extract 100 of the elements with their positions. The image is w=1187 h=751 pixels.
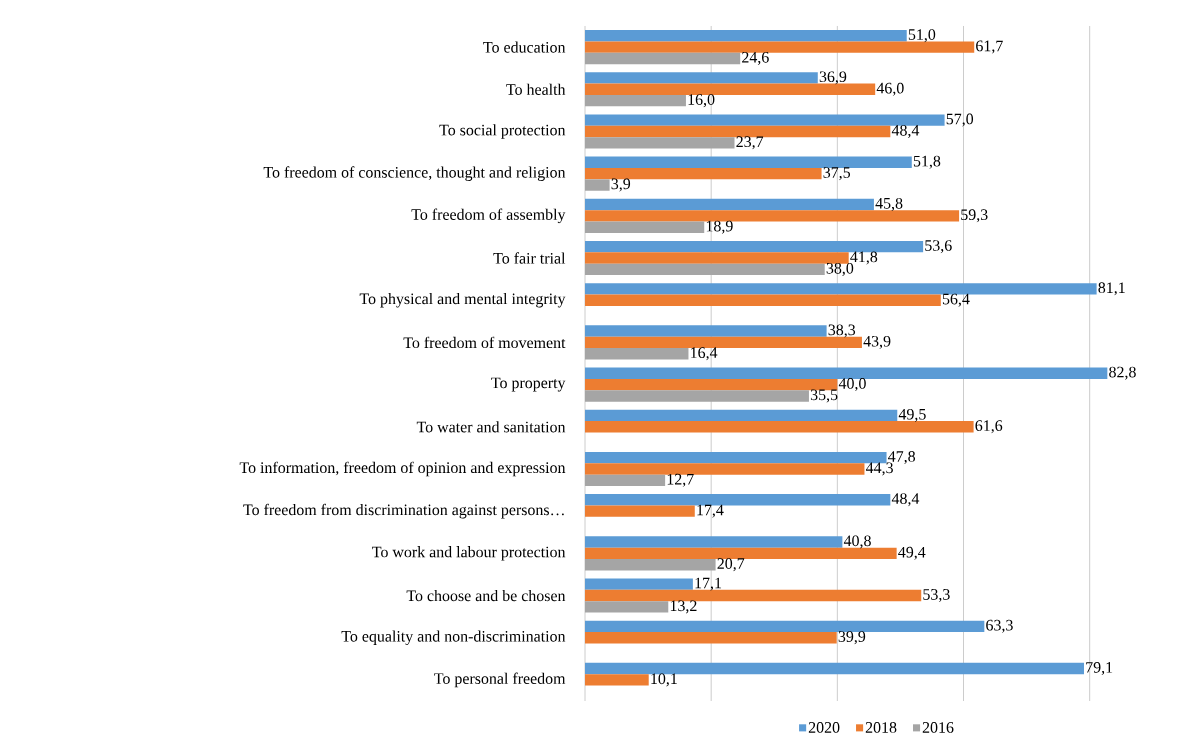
bar bbox=[585, 167, 822, 180]
bar bbox=[585, 210, 960, 222]
data-label: 38,0 bbox=[826, 262, 854, 276]
data-label: 41,8 bbox=[850, 251, 878, 265]
y-tick-label: To freedom of conscience, thought and religion bbox=[263, 166, 566, 181]
bar bbox=[585, 589, 922, 602]
bar bbox=[585, 632, 837, 644]
bar bbox=[585, 114, 945, 126]
bar bbox=[585, 294, 941, 306]
bar bbox=[585, 52, 741, 65]
bar bbox=[585, 336, 862, 349]
bar bbox=[585, 547, 897, 560]
bar bbox=[585, 421, 974, 433]
data-label: 12,7 bbox=[667, 473, 694, 487]
data-label: 63,3 bbox=[986, 619, 1013, 633]
legend-label: 2018 bbox=[865, 722, 897, 733]
data-label: 16,0 bbox=[688, 94, 715, 108]
data-label: 10,1 bbox=[651, 673, 677, 687]
data-label: 61,6 bbox=[975, 420, 1003, 434]
bar bbox=[585, 451, 887, 464]
data-label: 13,2 bbox=[670, 600, 697, 614]
bar bbox=[585, 474, 666, 487]
bar bbox=[585, 536, 843, 548]
data-label: 49,4 bbox=[898, 546, 926, 560]
data-label: 24,6 bbox=[742, 51, 769, 65]
y-tick-label: To physical and mental integrity bbox=[359, 292, 566, 308]
bar bbox=[585, 325, 827, 337]
bar bbox=[585, 137, 735, 149]
legend-label: 2020 bbox=[808, 722, 840, 733]
data-label: 47,8 bbox=[888, 451, 916, 465]
y-tick-label: To health bbox=[506, 83, 566, 95]
bar bbox=[585, 662, 1084, 675]
y-tick-label: To information, freedom of opinion and expression bbox=[239, 461, 566, 477]
data-label: 82,8 bbox=[1109, 366, 1136, 380]
data-label: 53,3 bbox=[923, 589, 950, 603]
bar bbox=[585, 578, 693, 590]
legend-label: 2016 bbox=[922, 722, 954, 733]
y-tick-label: To work and labour protection bbox=[372, 546, 566, 561]
bar bbox=[585, 283, 1097, 295]
bar bbox=[585, 41, 975, 53]
y-tick-label: To education bbox=[483, 41, 566, 53]
y-tick-label: To equality and non-discrimination bbox=[341, 630, 566, 645]
bar bbox=[585, 30, 907, 42]
data-label: 46,0 bbox=[876, 82, 904, 96]
bar bbox=[585, 94, 686, 107]
bar bbox=[585, 156, 912, 168]
y-tick-label: To choose and be chosen bbox=[406, 589, 566, 602]
data-label: 48,4 bbox=[891, 493, 920, 507]
bar bbox=[585, 409, 898, 422]
y-tick-label: To freedom from discrimination against persons… bbox=[243, 503, 564, 519]
data-label: 16,4 bbox=[691, 347, 718, 361]
data-label: 53,6 bbox=[925, 240, 952, 254]
bar bbox=[585, 601, 669, 613]
bar bbox=[585, 367, 1108, 379]
data-label: 40,8 bbox=[843, 535, 871, 549]
data-label: 36,9 bbox=[819, 71, 847, 85]
bar bbox=[585, 463, 865, 475]
data-label: 51,0 bbox=[908, 29, 936, 43]
data-label: 17,4 bbox=[697, 504, 724, 518]
data-label: 49,5 bbox=[898, 408, 926, 422]
bar bbox=[585, 559, 716, 571]
bar bbox=[585, 263, 825, 276]
y-tick-label: To fair trial bbox=[493, 252, 566, 264]
y-tick-label: To freedom of assembly bbox=[411, 208, 566, 224]
bar bbox=[585, 252, 849, 264]
data-label: 81,1 bbox=[1098, 282, 1125, 296]
data-label: 38,3 bbox=[828, 324, 856, 338]
data-label: 18,9 bbox=[706, 220, 733, 234]
data-label: 37,5 bbox=[823, 167, 851, 181]
data-label: 17,1 bbox=[695, 577, 722, 591]
data-label: 45,8 bbox=[875, 197, 903, 211]
bar bbox=[585, 378, 838, 391]
data-label: 57,0 bbox=[946, 113, 974, 127]
y-tick-label: To property bbox=[491, 377, 566, 392]
data-label: 79,1 bbox=[1086, 662, 1113, 676]
data-label: 40,0 bbox=[838, 378, 866, 392]
bar bbox=[585, 240, 924, 253]
y-tick-label: To personal freedom bbox=[434, 672, 566, 688]
data-label: 23,7 bbox=[736, 136, 764, 150]
data-label: 44,3 bbox=[865, 462, 893, 476]
data-label: 3,9 bbox=[611, 178, 631, 192]
bar bbox=[585, 390, 809, 402]
data-label: 59,3 bbox=[961, 209, 988, 223]
bar bbox=[585, 179, 610, 191]
y-tick-label: To freedom of movement bbox=[403, 336, 566, 349]
bar bbox=[585, 505, 695, 517]
bar bbox=[585, 198, 874, 211]
bar bbox=[585, 494, 891, 506]
data-label: 48,4 bbox=[891, 124, 920, 138]
bar bbox=[585, 72, 818, 84]
data-label: 51,8 bbox=[913, 155, 941, 169]
bar bbox=[585, 125, 891, 138]
bar bbox=[585, 348, 689, 360]
y-tick-label: To water and sanitation bbox=[416, 421, 566, 433]
bar bbox=[585, 83, 876, 95]
bar bbox=[585, 620, 985, 633]
y-tick-label: To social protection bbox=[439, 124, 566, 139]
data-label: 61,7 bbox=[976, 40, 1003, 54]
data-label: 20,7 bbox=[717, 558, 745, 572]
data-label: 39,9 bbox=[838, 631, 866, 645]
